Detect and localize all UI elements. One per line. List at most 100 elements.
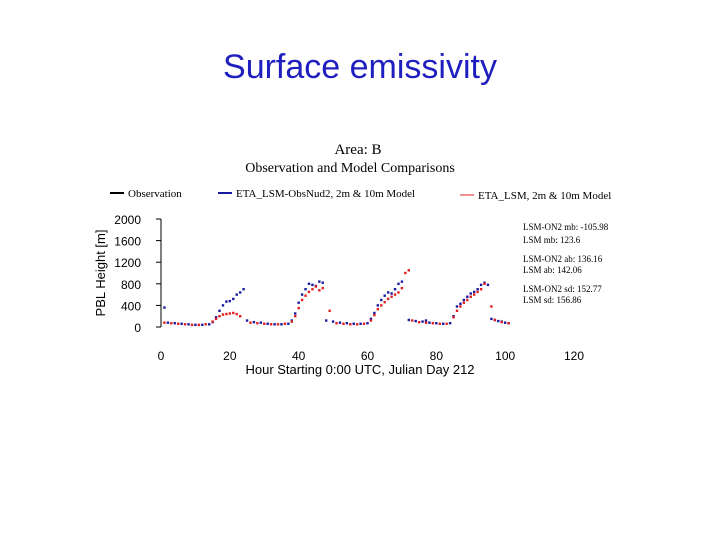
data-point [173,322,176,325]
data-point [424,319,428,322]
data-point [390,292,393,295]
data-point [431,322,435,325]
x-tick-label: 120 [564,349,584,363]
data-point [221,313,225,316]
data-point [214,317,218,321]
y-axis-label: PBL Height [m] [93,230,108,317]
data-point [276,323,280,326]
chart-subtitle: Observation and Model Comparisons [245,161,455,176]
data-point [380,304,383,307]
data-point [300,293,304,296]
stat-annotation: LSM-ON2 sd: 152.77 [523,284,602,294]
data-point [466,298,469,302]
data-point [366,322,369,325]
data-point [455,309,459,312]
data-point [397,291,400,294]
data-point [459,305,462,308]
data-point [294,315,297,318]
data-point [307,282,311,285]
data-point [404,271,407,275]
data-point [304,288,307,291]
data-point [369,319,373,322]
data-point [269,323,273,326]
y-tick-label: 800 [121,278,141,292]
y-tick-label: 1600 [114,235,141,249]
data-point [318,280,321,283]
data-point [163,306,166,309]
legend-label: ETA_LSM, 2m & 10m Model [478,190,611,202]
data-point [428,321,431,324]
data-point [345,322,349,325]
data-point [400,286,404,290]
data-point [225,312,228,316]
data-point [476,290,479,294]
data-point [407,318,410,322]
data-point [376,307,380,311]
data-point [455,305,459,308]
data-point [194,323,197,327]
data-point [314,285,318,288]
data-point [228,312,232,315]
data-point [483,282,486,285]
y-tick-label: 400 [121,299,141,313]
data-point [166,321,170,324]
stat-annotation: LSM-ON2 ab: 136.16 [523,254,603,264]
data-point [490,317,493,321]
x-tick-label: 20 [223,349,237,363]
data-point [201,323,204,327]
data-point [318,289,321,292]
data-point [297,306,300,310]
x-tick-label: 0 [158,349,165,363]
data-point [390,295,393,298]
stat-annotation: LSM sd: 156.86 [523,295,582,305]
x-tick-label: 60 [361,349,375,363]
data-point [417,320,421,324]
data-point [273,323,276,326]
stat-annotation: LSM mb: 123.6 [523,235,581,245]
data-point [232,311,235,315]
y-tick-label: 0 [134,321,141,335]
data-point [393,293,397,296]
data-point [497,319,500,323]
data-point [503,321,507,324]
data-point [435,322,438,325]
data-point [445,322,448,325]
data-point [438,322,441,325]
data-point [321,281,324,284]
data-point [211,320,214,323]
x-tick-label: 100 [495,349,515,363]
data-point [263,322,266,325]
data-point [476,288,479,291]
data-point [469,292,472,295]
data-point [448,322,452,325]
data-point [472,293,476,296]
chart-axes: 0 400 800 1200 1600 2000 0 20 40 60 80 100 120 [114,213,584,363]
data-point [249,321,252,324]
data-point [472,290,476,294]
data-point [376,304,380,307]
data-point [266,322,269,325]
data-point [242,288,245,291]
data-point [283,322,287,325]
data-point [221,304,225,307]
x-tick-label: 40 [292,349,306,363]
data-point [393,288,397,291]
data-point [328,309,331,312]
data-point [218,309,221,312]
data-point [349,323,352,326]
data-point [252,320,256,324]
data-point [500,320,503,324]
stat-annotation: LSM-ON2 mb: -105.98 [523,222,609,232]
data-point [183,323,187,326]
data-point [294,312,297,315]
data-point [225,300,228,303]
data-point [338,321,342,324]
data-point [297,301,300,304]
data-point [342,322,345,325]
data-point [287,322,290,325]
data-point [362,322,366,325]
data-point [462,298,466,302]
data-point [190,323,194,327]
data-point [197,323,201,327]
